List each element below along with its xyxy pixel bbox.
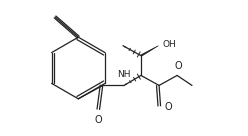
Text: O: O [95, 115, 102, 125]
Polygon shape [141, 46, 158, 56]
Text: O: O [164, 102, 172, 112]
Text: OH: OH [163, 40, 176, 49]
Text: O: O [174, 61, 182, 71]
Text: NH: NH [117, 70, 130, 79]
